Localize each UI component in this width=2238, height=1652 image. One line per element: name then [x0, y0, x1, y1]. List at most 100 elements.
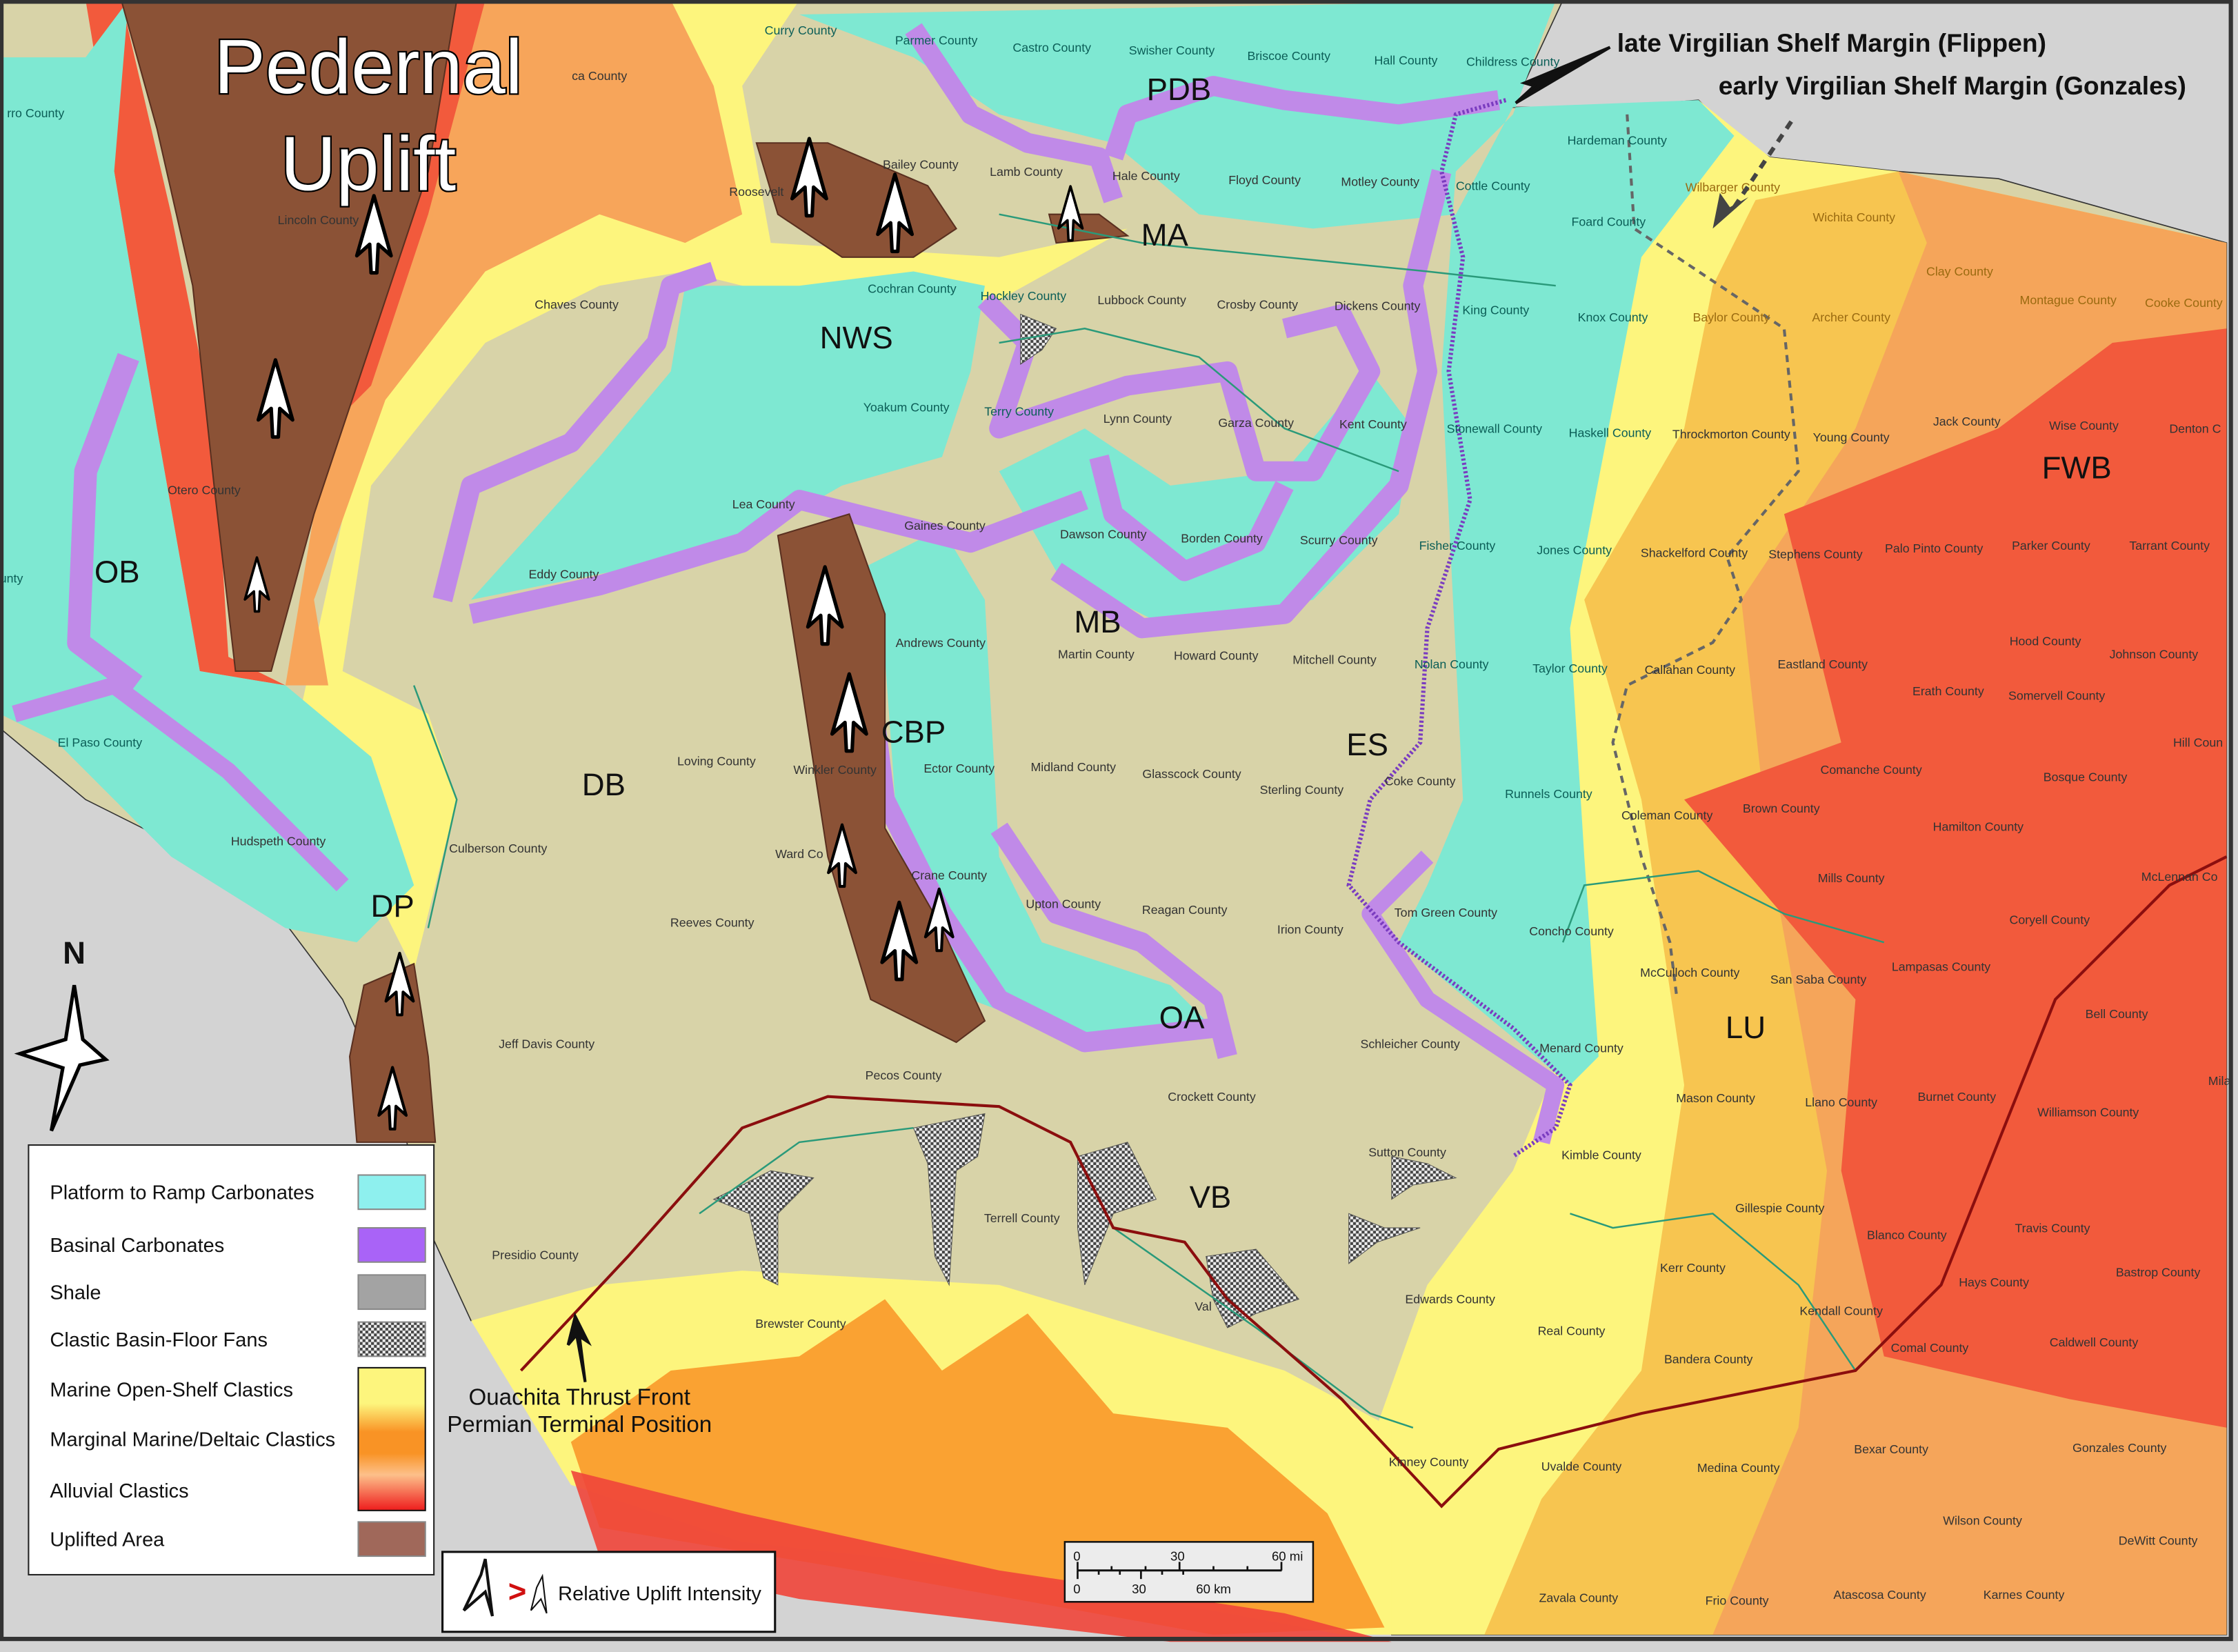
county-label: Zavala County: [1539, 1591, 1619, 1604]
legend-swatch: [357, 1521, 426, 1558]
county-label: Gillespie County: [1735, 1201, 1825, 1215]
county-label: Bailey County: [883, 157, 959, 171]
county-label: Val: [1195, 1300, 1211, 1313]
county-label: Stonewall County: [1447, 421, 1542, 435]
early-margin-label: early Virgilian Shelf Margin (Gonzales): [1719, 71, 2186, 100]
platform-carbonates-north: [799, 0, 1735, 1086]
region-label-pdb: PDB: [1147, 72, 1212, 107]
scale-bar: 0 30 60 mi 0 30 60 km: [1063, 1541, 1315, 1603]
county-label: San Saba County: [1770, 973, 1866, 986]
county-label: Coleman County: [1621, 808, 1713, 822]
marginal-marine-clastics-north: [285, 0, 743, 686]
uplift-arrow-icon: [384, 951, 415, 1017]
county-label: Lubbock County: [1097, 293, 1186, 307]
county-label: Terry County: [984, 405, 1054, 419]
county-label: Hays County: [1959, 1275, 2029, 1289]
county-label: Clay County: [1926, 265, 1993, 279]
county-label: Stephens County: [1768, 547, 1863, 561]
county-label: Roosevelt: [729, 185, 783, 199]
county-label: Bosque County: [2044, 770, 2128, 784]
alluvial-clastics-east: [1684, 328, 2227, 1428]
county-label: Montague County: [2020, 293, 2117, 307]
county-label: Wilbarger County: [1686, 181, 1780, 195]
county-label: Comal County: [1891, 1341, 1969, 1355]
county-label: Midland County: [1030, 760, 1116, 774]
county-label: Haskell County: [1569, 426, 1652, 440]
county-label: Somervell County: [2008, 688, 2105, 702]
county-label: Hockley County: [981, 289, 1067, 303]
map-title-line1: Pedernal: [214, 23, 522, 110]
county-label: Williamson County: [2037, 1106, 2139, 1119]
late-virgilian-shelf-margin: [1346, 98, 1573, 1159]
uplift-arrows: [243, 137, 1084, 1131]
county-label: Wilson County: [1943, 1514, 2022, 1528]
late-margin-label: late Virgilian Shelf Margin (Flippen): [1617, 28, 2046, 57]
north-label: N: [63, 935, 86, 971]
county-label: Hill Coun: [2173, 736, 2223, 750]
county-label: Hale County: [1112, 169, 1180, 183]
county-label: Kerr County: [1660, 1261, 1726, 1275]
region-labels: OB DB DP CBP NWS PDB MA MB ES OA VB LU FWB: [94, 72, 2112, 1215]
region-label-es: ES: [1346, 727, 1388, 762]
county-label: Briscoe County: [1247, 49, 1330, 63]
county-label: Bandera County: [1664, 1353, 1753, 1366]
thrust-front-label-line2: Permian Terminal Position: [447, 1412, 712, 1437]
platform-carbonates-nws: [470, 271, 985, 600]
region-label-oa: OA: [1159, 999, 1205, 1035]
county-label: Tom Green County: [1395, 906, 1497, 919]
county-label: Childress County: [1466, 54, 1560, 68]
uplift-arrow-icon: [377, 1066, 408, 1131]
county-label: Hall County: [1375, 53, 1438, 67]
region-label-dp: DP: [370, 888, 414, 924]
region-label-cbp: CBP: [881, 714, 946, 749]
legend-label: Shale: [50, 1282, 101, 1304]
county-label: Erath County: [1912, 684, 1984, 698]
county-label: Mills County: [1818, 871, 1885, 885]
region-label-fwb: FWB: [2042, 450, 2112, 486]
county-label: Hamilton County: [1933, 820, 2024, 834]
late-margin-arrow-icon: [1515, 46, 1611, 105]
legend-swatch: [357, 1227, 426, 1263]
uplift-arrow-icon: [256, 358, 294, 439]
uplift-arrow-icon: [827, 823, 857, 888]
central-basin-platform-uplift: [777, 513, 986, 1044]
county-label: Hardeman County: [1568, 133, 1667, 147]
county-label: Mitchell County: [1292, 653, 1377, 667]
county-label: Chaves County: [534, 297, 619, 311]
county-label: Edwards County: [1405, 1293, 1495, 1306]
county-label: Lynn County: [1103, 412, 1172, 426]
county-label: Kendall County: [1799, 1304, 1883, 1317]
paleo-drainage-lines: [412, 213, 1885, 1429]
legend-swatch: [357, 1274, 426, 1311]
county-label: Wichita County: [1813, 210, 1896, 224]
uplift-arrow-icon: [806, 565, 844, 646]
county-label: Kinney County: [1389, 1455, 1469, 1469]
county-label: Comanche County: [1820, 763, 1921, 777]
north-arrow: N: [14, 935, 110, 1132]
county-label: Brewster County: [755, 1317, 846, 1331]
county-label: Pecos County: [866, 1068, 942, 1082]
county-label: McLennan Co: [2141, 870, 2218, 884]
county-label: Lea County: [732, 497, 795, 511]
county-label: Bexar County: [1854, 1442, 1928, 1456]
diablo-platform-uplift: [348, 962, 437, 1143]
county-label: Wise County: [2049, 419, 2119, 432]
county-label: Garza County: [1218, 416, 1294, 430]
region-label-lu: LU: [1726, 1010, 1766, 1045]
legend-label: Clastic Basin-Floor Fans: [50, 1329, 268, 1351]
county-label: Baylor County: [1692, 310, 1770, 324]
matador-arch-uplift: [755, 142, 1130, 258]
scale-km-30: 30: [1132, 1582, 1146, 1596]
county-label: Glasscock County: [1142, 767, 1241, 781]
county-label: Concho County: [1529, 924, 1614, 938]
scale-km-60: 60 km: [1196, 1582, 1231, 1596]
county-label: El Paso County: [58, 736, 143, 750]
county-label: Tarrant County: [2129, 539, 2210, 553]
county-label: Upton County: [1026, 897, 1101, 910]
county-label: Uvalde County: [1541, 1460, 1622, 1473]
county-label: Fisher County: [1419, 539, 1496, 553]
county-label: Cochran County: [868, 282, 957, 296]
county-label: Coke County: [1385, 775, 1456, 788]
county-label: Presidio County: [492, 1248, 579, 1262]
county-label: Johnson County: [2110, 647, 2199, 661]
